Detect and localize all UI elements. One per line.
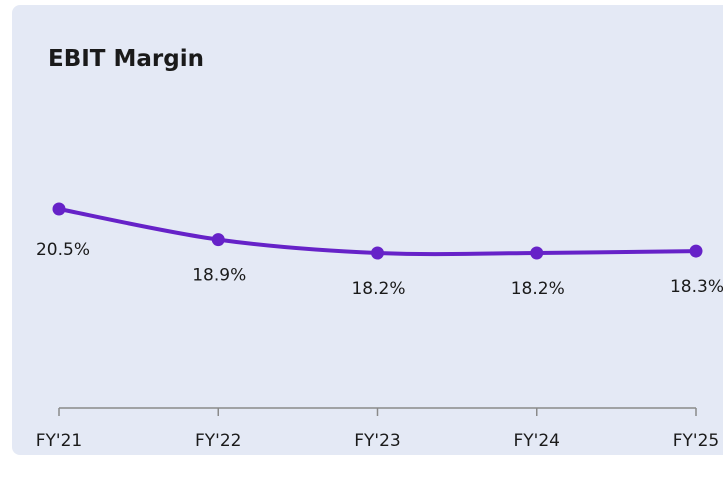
data-label: 18.2% — [511, 279, 565, 299]
data-label: 18.3% — [670, 277, 723, 297]
x-tick-label: FY'22 — [195, 431, 241, 451]
point — [371, 246, 384, 260]
point — [530, 246, 544, 260]
data-label: 20.5% — [36, 240, 90, 260]
x-tick-label: FY'24 — [514, 431, 560, 451]
point — [689, 244, 703, 258]
data-label: 18.9% — [192, 266, 246, 286]
x-tick-label: FY'21 — [36, 431, 82, 451]
point — [52, 202, 66, 216]
x-tick-label: FY'23 — [354, 431, 400, 451]
point — [211, 233, 225, 247]
data-label: 18.2% — [351, 279, 405, 299]
x-tick-label: FY'25 — [673, 431, 719, 451]
card — [12, 5, 723, 455]
chart-title: EBIT Margin — [48, 46, 204, 72]
